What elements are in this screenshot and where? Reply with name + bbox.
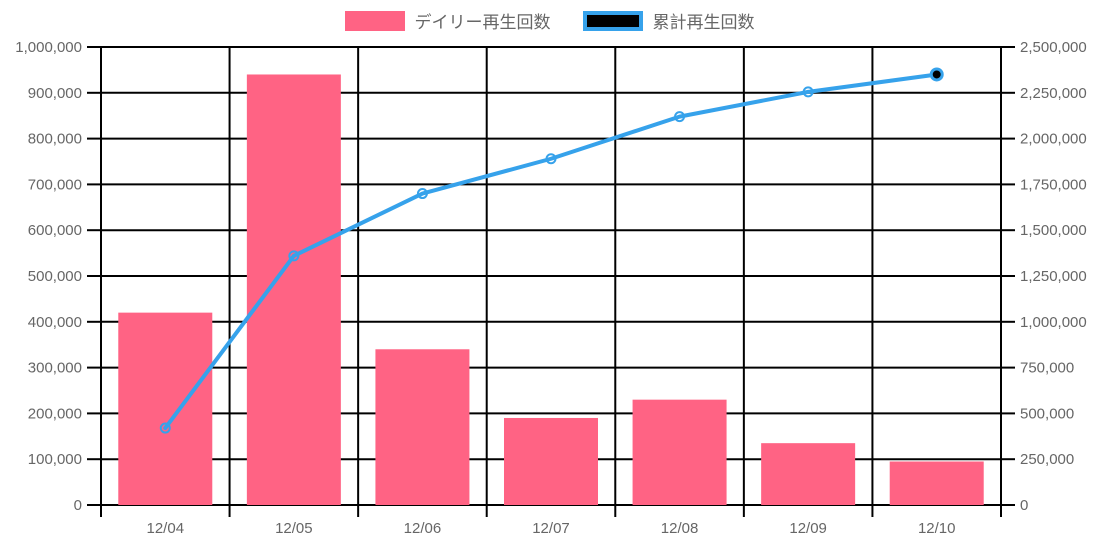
y-axis-right-tick-label: 1,250,000 bbox=[1020, 268, 1087, 285]
y-axis-right-tick-label: 250,000 bbox=[1020, 451, 1074, 468]
legend-item-cumulative-plays[interactable]: 累計再生回数 bbox=[582, 8, 755, 33]
line-point-12-06[interactable] bbox=[416, 188, 428, 200]
y-axis-right-tick-label: 2,500,000 bbox=[1020, 39, 1087, 56]
line-point-12-04[interactable] bbox=[159, 422, 171, 434]
cumulative-line[interactable] bbox=[163, 72, 939, 431]
axis-ticks bbox=[87, 46, 1015, 517]
y-axis-left-tick-label: 500,000 bbox=[28, 268, 82, 285]
y-axis-right-tick-label: 750,000 bbox=[1020, 360, 1074, 377]
x-axis-tick-label: 12/06 bbox=[404, 520, 442, 537]
y-axis-left-tick-label: 800,000 bbox=[28, 131, 82, 148]
line-point-12-07[interactable] bbox=[545, 153, 557, 165]
y-axis-right-tick-label: 1,000,000 bbox=[1020, 314, 1087, 331]
line-point-12-10[interactable] bbox=[929, 67, 944, 82]
y-axis-left-tick-label: 400,000 bbox=[28, 314, 82, 331]
y-axis-left-tick-label: 600,000 bbox=[28, 222, 82, 239]
legend-label-cumulative-plays: 累計再生回数 bbox=[652, 13, 755, 32]
y-axis-left-tick-label: 100,000 bbox=[28, 451, 82, 468]
bar-12-07[interactable] bbox=[504, 417, 598, 505]
legend-swatch-line bbox=[582, 10, 643, 31]
legend-label-daily-plays: デイリー再生回数 bbox=[414, 13, 551, 32]
y-axis-left-tick-label: 700,000 bbox=[28, 176, 82, 193]
x-axis-tick-label: 12/04 bbox=[147, 520, 185, 537]
bar-12-05[interactable] bbox=[246, 74, 341, 505]
line-point-12-05[interactable] bbox=[288, 250, 300, 262]
bar-12-06[interactable] bbox=[375, 349, 470, 505]
axis-labels: 1,000,000 2,500,000 900,000 2,250,000 800,00… bbox=[15, 39, 1086, 537]
y-axis-right-tick-label: 2,250,000 bbox=[1020, 85, 1087, 102]
bar-series-daily-plays bbox=[118, 74, 984, 505]
y-axis-right-tick-label: 1,500,000 bbox=[1020, 222, 1087, 239]
y-axis-right-tick-label: 1,750,000 bbox=[1020, 176, 1087, 193]
bar-12-04[interactable] bbox=[118, 312, 213, 505]
line-point-12-08[interactable] bbox=[674, 111, 686, 123]
line-series-cumulative-plays bbox=[159, 67, 944, 434]
y-axis-right-tick-label: 0 bbox=[1020, 497, 1028, 514]
y-axis-left-tick-label: 1,000,000 bbox=[15, 39, 82, 56]
x-axis-tick-label: 12/08 bbox=[661, 520, 699, 537]
y-axis-left-tick-label: 200,000 bbox=[28, 405, 82, 422]
bar-12-10[interactable] bbox=[889, 461, 984, 505]
x-axis-tick-label: 12/05 bbox=[275, 520, 313, 537]
y-axis-right-tick-label: 2,000,000 bbox=[1020, 131, 1087, 148]
bar-12-08[interactable] bbox=[632, 399, 727, 505]
bar-12-09[interactable] bbox=[761, 443, 856, 505]
y-axis-left-tick-label: 900,000 bbox=[28, 85, 82, 102]
y-axis-left-tick-label: 0 bbox=[74, 497, 82, 514]
x-axis-tick-label: 12/09 bbox=[789, 520, 827, 537]
chart-legend: デイリー再生回数 累計再生回数 bbox=[0, 8, 1099, 33]
line-point-12-09[interactable] bbox=[802, 86, 814, 98]
y-axis-left-tick-label: 300,000 bbox=[28, 360, 82, 377]
legend-swatch-bar bbox=[344, 10, 405, 31]
legend-item-daily-plays[interactable]: デイリー再生回数 bbox=[344, 8, 551, 33]
x-axis-tick-label: 12/07 bbox=[532, 520, 570, 537]
x-axis-tick-label: 12/10 bbox=[918, 520, 956, 537]
y-axis-right-tick-label: 500,000 bbox=[1020, 405, 1074, 422]
